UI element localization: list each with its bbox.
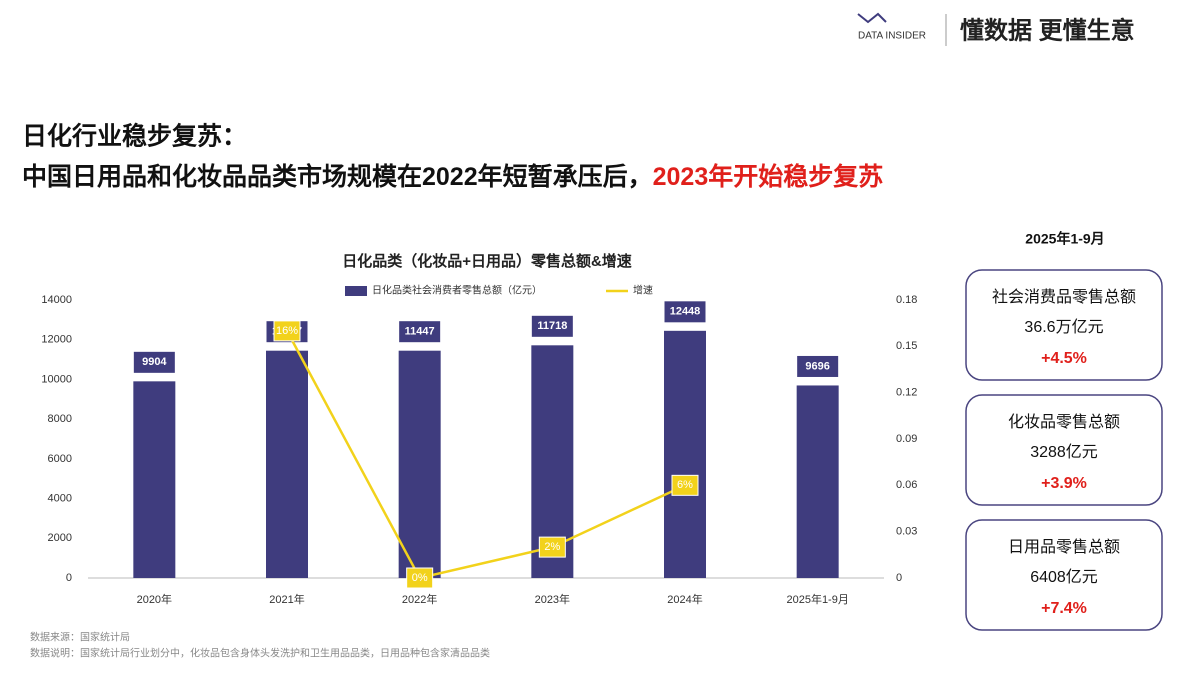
y-tick-label: 2000 [48, 532, 72, 544]
growth-label: 2% [544, 541, 560, 553]
title-text: 中国日用品和化妆品品类市场规模在2022年短暂承压后， [22, 162, 653, 191]
card-change: +4.5% [1041, 350, 1087, 367]
growth-label-box [273, 320, 301, 342]
card-change: +7.4% [1041, 600, 1087, 617]
growth-label: 16% [276, 325, 298, 337]
y2-tick-label: 0.09 [896, 433, 917, 445]
card-value: 6408亿元 [1030, 568, 1098, 586]
bar-label: 11447 [405, 326, 435, 338]
y2-tick-label: 0.03 [896, 526, 917, 538]
bar-label: 12448 [670, 306, 701, 318]
logo: DATA INSIDER [858, 31, 926, 42]
logo-mark [857, 12, 887, 24]
bar-label: 9696 [805, 360, 829, 372]
card-label: 社会消费品零售总额 [992, 288, 1136, 306]
x-tick-label: 2024年 [667, 592, 702, 606]
stat-card [965, 269, 1163, 381]
legend-swatch [345, 286, 367, 296]
bar-label: 11718 [537, 320, 567, 332]
growth-label-box [671, 474, 699, 496]
bar [266, 350, 308, 578]
bar-label-box [663, 300, 707, 324]
bar [398, 350, 441, 578]
panel-period: 2025年1-9月 [1025, 231, 1104, 247]
y-tick-label: 4000 [48, 492, 72, 504]
x-tick-label: 2022年 [402, 592, 437, 606]
growth-label: 0% [412, 572, 428, 584]
x-tick-label: 2025年1-9月 [786, 592, 848, 606]
y-tick-label: 8000 [48, 413, 72, 425]
slogan: 懂数据 更懂生意 [960, 16, 1135, 44]
bar-label-box [796, 354, 840, 378]
card-change: +3.9% [1041, 475, 1087, 492]
card-value: 3288亿元 [1030, 443, 1098, 461]
legend-label: 增速 [633, 284, 653, 297]
y2-tick-label: 0.12 [896, 387, 917, 399]
bar [664, 330, 706, 578]
y2-tick-label: 0.18 [896, 294, 917, 306]
x-tick-label: 2020年 [137, 592, 172, 606]
y2-tick-label: 0.15 [896, 340, 917, 352]
bar-label: 9904 [142, 356, 167, 368]
y-tick-label: 10000 [41, 373, 72, 385]
note: 数据来源：国家统计局 [30, 631, 130, 644]
card-value: 36.6万亿元 [1024, 318, 1103, 336]
growth-label-box [406, 567, 434, 589]
chart-title: 日化品类（化妆品+日用品）零售总额&增速 [342, 252, 632, 270]
bar-label-box [530, 314, 574, 338]
growth-label: 6% [677, 479, 693, 491]
stat-card [965, 519, 1163, 631]
card-label: 化妆品零售总额 [1008, 413, 1120, 431]
title-line: 中国日用品和化妆品品类市场规模在2022年短暂承压后，2023年开始稳步复苏 [22, 162, 883, 191]
y2-tick-label: 0.06 [896, 479, 917, 491]
y2-tick-label: 0 [896, 572, 902, 584]
y-tick-label: 14000 [41, 294, 72, 306]
bar [133, 381, 176, 578]
bar-label-box [398, 320, 442, 344]
bar-label-box [132, 350, 176, 374]
growth-label-box [538, 536, 566, 558]
x-tick-label: 2021年 [269, 592, 304, 606]
legend-label: 日化品类社会消费者零售总额（亿元） [372, 284, 542, 297]
title-line: 日化行业稳步复苏： [22, 122, 247, 151]
title-highlight: 2023年开始稳步复苏 [653, 162, 884, 191]
y-tick-label: 12000 [41, 334, 72, 346]
y-tick-label: 6000 [48, 453, 72, 465]
growth-line [285, 330, 686, 580]
note: 数据说明：国家统计局行业划分中，化妆品包含身体头发洗护和卫生用品品类，日用品种包… [30, 647, 490, 660]
card-label: 日用品零售总额 [1008, 538, 1120, 556]
bar [796, 385, 839, 578]
y-tick-label: 0 [66, 572, 72, 584]
x-tick-label: 2023年 [535, 592, 570, 606]
stat-card [965, 394, 1163, 506]
